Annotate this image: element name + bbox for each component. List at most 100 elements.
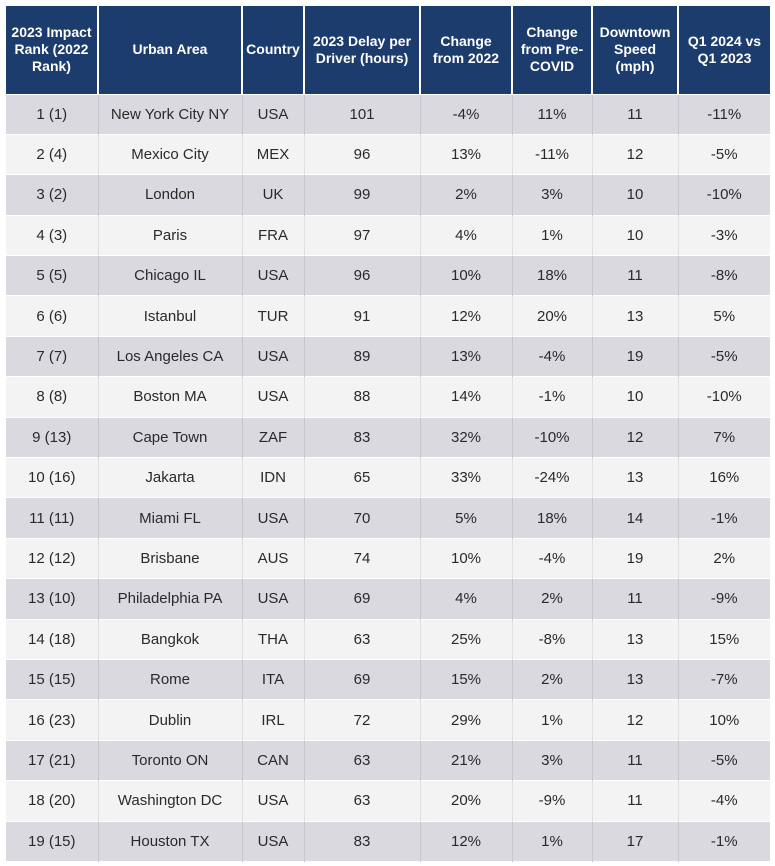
rank-cell: 12 (12) bbox=[6, 537, 98, 579]
change-2022-cell: 4% bbox=[419, 578, 512, 620]
change-precovid-cell: 3% bbox=[511, 739, 592, 781]
speed-cell: 10 bbox=[591, 174, 678, 216]
urban-area-cell: Dublin bbox=[97, 699, 242, 741]
table-body: 1 (1) New York City NY USA 101 -4% 11% 11 -11% 2… bbox=[6, 93, 770, 862]
change-precovid-cell: -9% bbox=[511, 780, 592, 822]
change-2022-cell: 14% bbox=[419, 376, 512, 418]
country-cell: USA bbox=[241, 93, 304, 135]
delay-cell: 96 bbox=[303, 133, 420, 175]
country-cell: CAN bbox=[241, 739, 304, 781]
country-cell: THA bbox=[241, 618, 304, 660]
rank-cell: 3 (2) bbox=[6, 174, 98, 216]
delay-cell: 91 bbox=[303, 295, 420, 337]
q1-change-cell: -7% bbox=[677, 658, 770, 700]
q1-change-cell: -5% bbox=[677, 133, 770, 175]
change-2022-cell: 13% bbox=[419, 335, 512, 377]
urban-area-cell: Toronto ON bbox=[97, 739, 242, 781]
table-row: 16 (23) Dublin IRL 72 29% 1% 12 10% bbox=[6, 699, 770, 741]
change-2022-cell: -4% bbox=[419, 93, 512, 135]
country-cell: ZAF bbox=[241, 416, 304, 458]
change-2022-cell: 5% bbox=[419, 497, 512, 539]
q1-change-cell: 16% bbox=[677, 457, 770, 498]
speed-cell: 11 bbox=[591, 93, 678, 135]
change-2022-cell: 12% bbox=[419, 295, 512, 337]
urban-area-cell: Jakarta bbox=[97, 457, 242, 498]
table-row: 1 (1) New York City NY USA 101 -4% 11% 11 -11% bbox=[6, 93, 770, 135]
q1-change-cell: -8% bbox=[677, 255, 770, 296]
table-row: 17 (21) Toronto ON CAN 63 21% 3% 11 -5% bbox=[6, 739, 770, 781]
table-row: 12 (12) Brisbane AUS 74 10% -4% 19 2% bbox=[6, 537, 770, 579]
change-precovid-cell: 1% bbox=[511, 820, 592, 862]
change-precovid-cell: 1% bbox=[511, 699, 592, 741]
rank-cell: 5 (5) bbox=[6, 255, 98, 296]
country-cell: USA bbox=[241, 497, 304, 539]
change-precovid-cell: 2% bbox=[511, 658, 592, 700]
urban-area-cell: Miami FL bbox=[97, 497, 242, 539]
header-delay-per-driver: 2023 Delay per Driver (hours) bbox=[303, 6, 420, 94]
speed-cell: 12 bbox=[591, 416, 678, 458]
q1-change-cell: -10% bbox=[677, 376, 770, 418]
q1-change-cell: 10% bbox=[677, 699, 770, 741]
change-2022-cell: 10% bbox=[419, 537, 512, 579]
change-precovid-cell: -11% bbox=[511, 133, 592, 175]
q1-change-cell: -5% bbox=[677, 335, 770, 377]
header-row: 2023 Impact Rank (2022 Rank) Urban Area … bbox=[6, 6, 770, 94]
speed-cell: 13 bbox=[591, 295, 678, 337]
traffic-impact-table: 2023 Impact Rank (2022 Rank) Urban Area … bbox=[6, 6, 770, 862]
speed-cell: 12 bbox=[591, 133, 678, 175]
urban-area-cell: New York City NY bbox=[97, 93, 242, 135]
header-country: Country bbox=[241, 6, 304, 94]
rank-cell: 17 (21) bbox=[6, 739, 98, 781]
delay-cell: 89 bbox=[303, 335, 420, 377]
urban-area-cell: Chicago IL bbox=[97, 255, 242, 296]
change-2022-cell: 25% bbox=[419, 618, 512, 660]
rank-cell: 16 (23) bbox=[6, 699, 98, 741]
rank-cell: 8 (8) bbox=[6, 376, 98, 418]
rank-cell: 1 (1) bbox=[6, 93, 98, 135]
urban-area-cell: Paris bbox=[97, 214, 242, 256]
change-2022-cell: 12% bbox=[419, 820, 512, 862]
delay-cell: 83 bbox=[303, 820, 420, 862]
table-row: 13 (10) Philadelphia PA USA 69 4% 2% 11 -9% bbox=[6, 578, 770, 620]
q1-change-cell: -1% bbox=[677, 497, 770, 539]
q1-change-cell: -5% bbox=[677, 739, 770, 781]
urban-area-cell: Brisbane bbox=[97, 537, 242, 579]
rank-cell: 6 (6) bbox=[6, 295, 98, 337]
change-precovid-cell: 20% bbox=[511, 295, 592, 337]
q1-change-cell: 2% bbox=[677, 537, 770, 579]
urban-area-cell: Cape Town bbox=[97, 416, 242, 458]
traffic-impact-table-container: 2023 Impact Rank (2022 Rank) Urban Area … bbox=[6, 6, 770, 862]
speed-cell: 10 bbox=[591, 376, 678, 418]
rank-cell: 14 (18) bbox=[6, 618, 98, 660]
q1-change-cell: -9% bbox=[677, 578, 770, 620]
table-row: 15 (15) Rome ITA 69 15% 2% 13 -7% bbox=[6, 658, 770, 700]
country-cell: IDN bbox=[241, 457, 304, 498]
header-change-from-2022: Change from 2022 bbox=[419, 6, 512, 94]
q1-change-cell: 15% bbox=[677, 618, 770, 660]
country-cell: USA bbox=[241, 578, 304, 620]
country-cell: USA bbox=[241, 820, 304, 862]
delay-cell: 97 bbox=[303, 214, 420, 256]
speed-cell: 12 bbox=[591, 699, 678, 741]
speed-cell: 11 bbox=[591, 578, 678, 620]
urban-area-cell: Bangkok bbox=[97, 618, 242, 660]
change-precovid-cell: -8% bbox=[511, 618, 592, 660]
delay-cell: 74 bbox=[303, 537, 420, 579]
urban-area-cell: Boston MA bbox=[97, 376, 242, 418]
change-precovid-cell: 2% bbox=[511, 578, 592, 620]
delay-cell: 88 bbox=[303, 376, 420, 418]
speed-cell: 13 bbox=[591, 618, 678, 660]
change-2022-cell: 33% bbox=[419, 457, 512, 498]
table-row: 6 (6) Istanbul TUR 91 12% 20% 13 5% bbox=[6, 295, 770, 337]
rank-cell: 18 (20) bbox=[6, 780, 98, 822]
speed-cell: 11 bbox=[591, 255, 678, 296]
rank-cell: 4 (3) bbox=[6, 214, 98, 256]
country-cell: MEX bbox=[241, 133, 304, 175]
country-cell: IRL bbox=[241, 699, 304, 741]
country-cell: USA bbox=[241, 255, 304, 296]
urban-area-cell: London bbox=[97, 174, 242, 216]
change-2022-cell: 21% bbox=[419, 739, 512, 781]
table-row: 19 (15) Houston TX USA 83 12% 1% 17 -1% bbox=[6, 820, 770, 862]
rank-cell: 11 (11) bbox=[6, 497, 98, 539]
change-precovid-cell: -1% bbox=[511, 376, 592, 418]
